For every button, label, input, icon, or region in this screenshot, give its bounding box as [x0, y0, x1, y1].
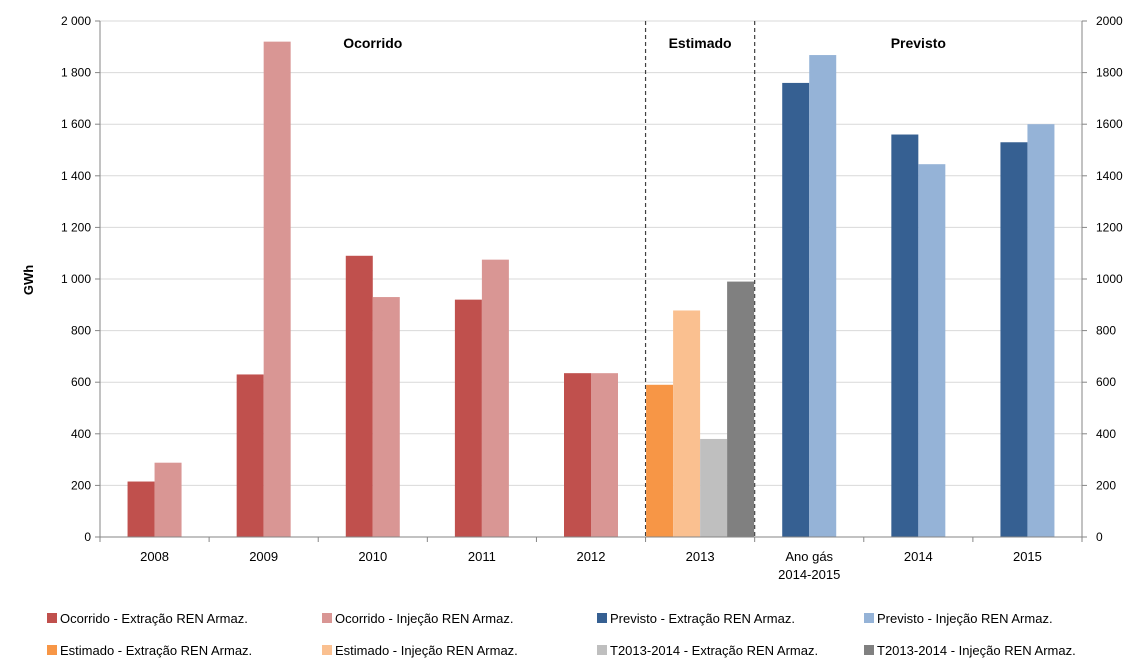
y-axis-right-ticks: 0 200 400 600 800 1000 1200 1400 1600 1800 2000 [1082, 14, 1123, 544]
bar [372, 297, 400, 537]
bar [809, 55, 837, 537]
region-labels: Ocorrido Estimado Previsto [343, 35, 946, 51]
legend-swatch [322, 613, 332, 623]
y-tick-label-right: 200 [1096, 478, 1116, 492]
legend-label: T2013-2014 - Extração REN Armaz. [610, 643, 818, 658]
legend-swatch [47, 613, 57, 623]
y-tick-label-right: 1800 [1096, 66, 1123, 80]
y-tick-label-right: 2000 [1096, 14, 1123, 28]
y-tick-label-right: 1200 [1096, 220, 1123, 234]
y-axis-label: GWh [21, 265, 36, 295]
bar [1000, 142, 1028, 537]
bar [646, 384, 674, 537]
bar [891, 134, 919, 537]
y-axis-left-ticks: 0 200 400 600 800 1 000 1 200 1 400 1 600 1 800 2 … [61, 14, 100, 544]
x-tick-label: 2011 [468, 549, 496, 564]
y-tick-label-right: 400 [1096, 427, 1116, 441]
bar [564, 373, 591, 537]
bar [782, 82, 810, 538]
bar [1027, 124, 1055, 537]
x-tick-label: 2015 [1013, 549, 1042, 564]
y-tick-label-right: 1600 [1096, 117, 1123, 131]
y-tick-label-right: 0 [1096, 530, 1103, 544]
legend-label: T2013-2014 - Injeção REN Armaz. [877, 643, 1076, 658]
legend-swatch [864, 645, 874, 655]
legend-label: Previsto - Injeção REN Armaz. [877, 611, 1053, 626]
legend-swatch [597, 645, 607, 655]
region-label: Ocorrido [343, 35, 402, 51]
legend-swatch [47, 645, 57, 655]
y-tick-label-left: 1 600 [61, 117, 91, 131]
y-tick-label-left: 200 [71, 478, 91, 492]
legend-label: Estimado - Injeção REN Armaz. [335, 643, 518, 658]
bar [345, 255, 373, 537]
bar [236, 374, 264, 537]
y-tick-label-left: 0 [84, 530, 91, 544]
bar [263, 41, 291, 537]
bar [481, 259, 509, 537]
legend-swatch [864, 613, 874, 623]
x-tick-label: 2014 [904, 549, 933, 564]
legend-swatch [597, 613, 607, 623]
x-axis-ticks: 2008 2009 2010 2011 2012 2013 Ano gás 2014-2015… [99, 537, 1083, 582]
y-tick-label-right: 1400 [1096, 169, 1123, 183]
legend: Ocorrido - Extração REN Armaz. Ocorrido -… [47, 611, 1076, 658]
x-tick-label: 2012 [577, 549, 606, 564]
region-separators [644, 21, 756, 537]
legend-swatch [322, 645, 332, 655]
y-tick-label-left: 600 [71, 375, 91, 389]
legend-label: Estimado - Extração REN Armaz. [60, 643, 252, 658]
y-tick-label-left: 2 000 [61, 14, 91, 28]
bar [154, 462, 182, 537]
y-tick-label-left: 400 [71, 427, 91, 441]
x-tick-label: 2009 [249, 549, 278, 564]
y-tick-label-left: 1 800 [61, 66, 91, 80]
x-tick-label-line2: 2014-2015 [778, 567, 840, 582]
bars [127, 41, 1055, 538]
y-tick-label-left: 1 000 [61, 272, 91, 286]
y-tick-label-right: 1000 [1096, 272, 1123, 286]
y-tick-label-left: 1 400 [61, 169, 91, 183]
region-label: Estimado [669, 35, 732, 51]
legend-label: Ocorrido - Injeção REN Armaz. [335, 611, 513, 626]
x-tick-label: 2008 [140, 549, 169, 564]
y-tick-label-right: 800 [1096, 324, 1116, 338]
bar [918, 164, 946, 537]
region-label: Previsto [891, 35, 946, 51]
bar [727, 281, 755, 537]
y-tick-label-left: 1 200 [61, 220, 91, 234]
legend-label: Previsto - Extração REN Armaz. [610, 611, 795, 626]
x-tick-label: 2013 [686, 549, 715, 564]
bar [127, 481, 155, 537]
y-tick-label-right: 600 [1096, 375, 1116, 389]
x-tick-label: Ano gás [785, 549, 833, 564]
legend-label: Ocorrido - Extração REN Armaz. [60, 611, 248, 626]
bar [591, 373, 618, 537]
bar [673, 310, 701, 537]
bar [454, 299, 482, 537]
y-tick-label-left: 800 [71, 324, 91, 338]
x-tick-label: 2010 [358, 549, 387, 564]
bar [700, 438, 728, 537]
